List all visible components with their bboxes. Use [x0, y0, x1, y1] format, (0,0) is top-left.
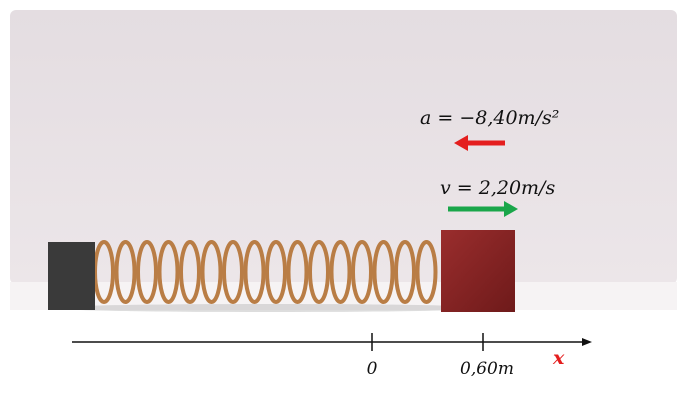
spring-coil [329, 240, 352, 304]
axis-label: x [552, 347, 565, 369]
spring-coil [372, 240, 395, 304]
acceleration-arrow-head [454, 135, 468, 151]
spring-coil [222, 240, 244, 304]
spring-coil [265, 240, 287, 304]
spring-coil [114, 240, 137, 304]
wall-block [48, 242, 95, 310]
spring-coil [157, 240, 180, 304]
tick-label: 0,60m [460, 359, 514, 379]
acceleration-label: a = −8,40m/s² [420, 107, 559, 129]
mass-block [441, 230, 515, 312]
spring-coil [308, 240, 330, 304]
spring-coil [415, 240, 438, 304]
spring-coil [136, 240, 158, 304]
spring-coil [394, 240, 416, 304]
spring-coil [179, 240, 201, 304]
spring-coil [286, 240, 309, 304]
spring [93, 240, 438, 304]
x-axis-head [582, 338, 592, 346]
spring-coil [243, 240, 266, 304]
shadow [50, 304, 490, 312]
tick-label: 0 [367, 359, 378, 379]
velocity-label: v = 2,20m/s [440, 177, 555, 199]
spring-coil [351, 240, 373, 304]
backdrop [10, 10, 677, 284]
spring-coil [200, 240, 223, 304]
velocity-arrow-head [504, 201, 518, 217]
